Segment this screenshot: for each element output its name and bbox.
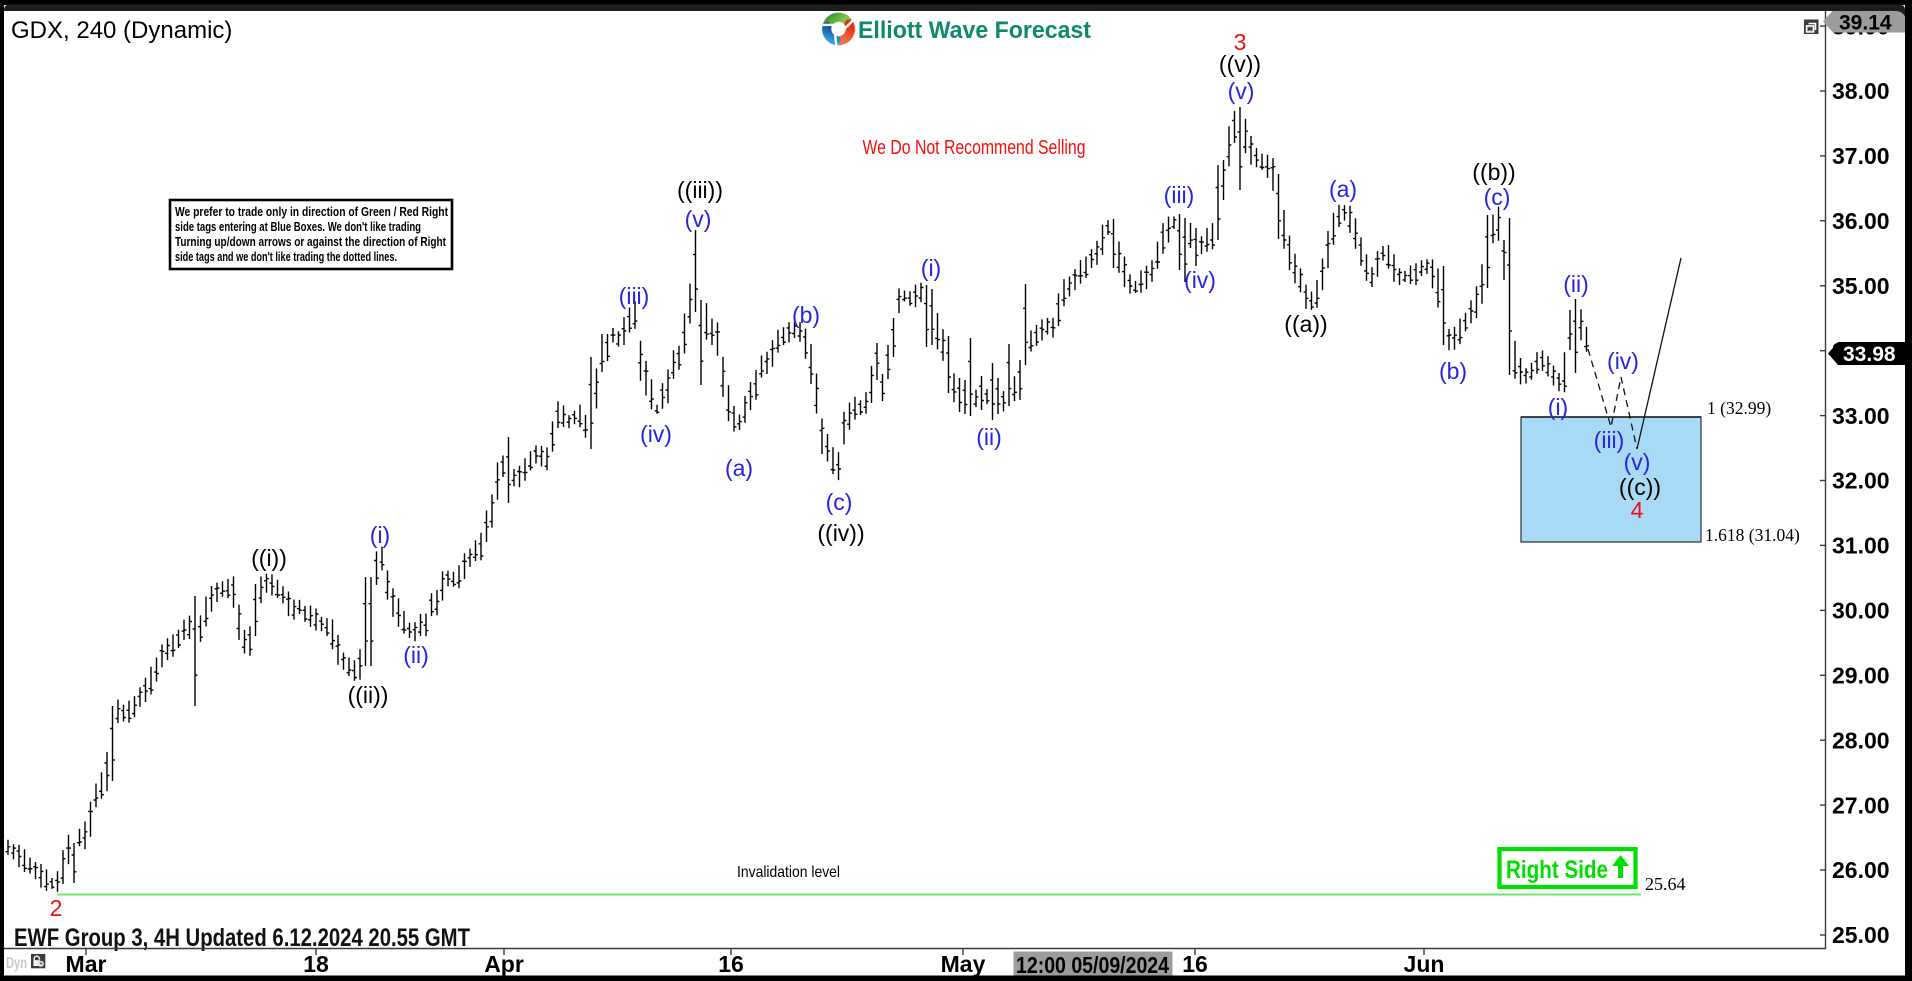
svg-text:30.00: 30.00 (1832, 598, 1890, 624)
svg-text:(v): (v) (1228, 78, 1255, 104)
svg-text:(iv): (iv) (1607, 348, 1639, 374)
svg-text:((iii)): ((iii)) (677, 177, 723, 203)
svg-text:(iv): (iv) (640, 421, 672, 447)
svg-text:4: 4 (1631, 497, 1644, 523)
svg-text:Right Side: Right Side (1506, 856, 1608, 884)
svg-text:((b)): ((b)) (1472, 159, 1515, 185)
svg-text:(ii): (ii) (403, 642, 429, 668)
svg-text:(v): (v) (1624, 449, 1651, 475)
svg-text:16: 16 (718, 951, 744, 977)
svg-text:27.00: 27.00 (1832, 792, 1890, 818)
svg-text:26.00: 26.00 (1832, 857, 1890, 883)
svg-text:Invalidation level: Invalidation level (737, 864, 840, 881)
svg-text:((i)): ((i)) (251, 545, 287, 571)
svg-text:side tags entering at Blue Box: side tags entering at Blue Boxes. We don… (175, 219, 421, 234)
svg-text:Elliott Wave Forecast: Elliott Wave Forecast (858, 17, 1091, 44)
svg-text:25.00: 25.00 (1832, 922, 1890, 948)
svg-text:33.98: 33.98 (1843, 343, 1896, 366)
svg-text:2: 2 (50, 895, 63, 921)
svg-text:We prefer to trade only in dir: We prefer to trade only in direction of … (175, 204, 449, 219)
svg-text:37.00: 37.00 (1832, 143, 1890, 169)
svg-text:(b): (b) (792, 302, 820, 328)
svg-text:12:00 05/09/2024: 12:00 05/09/2024 (1016, 952, 1169, 978)
svg-text:18: 18 (303, 951, 329, 977)
svg-text:GDX, 240 (Dynamic): GDX, 240 (Dynamic) (11, 17, 232, 44)
svg-text:(c): (c) (826, 489, 853, 515)
svg-text:(a): (a) (725, 455, 753, 481)
svg-text:16: 16 (1182, 951, 1208, 977)
svg-text:(c): (c) (1484, 184, 1511, 210)
svg-text:(iii): (iii) (619, 283, 650, 309)
svg-text:((c)): ((c)) (1619, 474, 1661, 500)
svg-text:1 (32.99): 1 (32.99) (1707, 398, 1771, 418)
svg-text:28.00: 28.00 (1832, 727, 1890, 753)
svg-text:33.00: 33.00 (1832, 403, 1890, 429)
svg-text:(iv): (iv) (1184, 267, 1216, 293)
svg-text:(iii): (iii) (1164, 182, 1195, 208)
svg-text:29.00: 29.00 (1832, 663, 1890, 689)
svg-text:36.00: 36.00 (1832, 208, 1890, 234)
svg-text:((a)): ((a)) (1284, 311, 1327, 337)
svg-text:1.618 (31.04): 1.618 (31.04) (1705, 525, 1800, 545)
svg-text:(iii): (iii) (1594, 427, 1625, 453)
svg-text:31.00: 31.00 (1832, 533, 1890, 559)
svg-text:Mar: Mar (66, 951, 107, 977)
svg-text:(i): (i) (921, 255, 941, 281)
svg-text:(v): (v) (685, 206, 712, 232)
svg-text:Jun: Jun (1404, 951, 1445, 977)
svg-text:(ii): (ii) (976, 424, 1002, 450)
svg-text:(i): (i) (1548, 394, 1568, 420)
svg-text:May: May (941, 951, 986, 977)
svg-text:(a): (a) (1329, 176, 1357, 202)
svg-text:((iv)): ((iv)) (817, 520, 864, 546)
svg-text:Turning up/down arrows or agai: Turning up/down arrows or against the di… (175, 234, 447, 249)
svg-text:side tags and we don't like tr: side tags and we don't like trading the … (175, 249, 397, 264)
svg-text:32.00: 32.00 (1832, 468, 1890, 494)
svg-text:35.00: 35.00 (1832, 273, 1890, 299)
svg-text:(i): (i) (370, 522, 390, 548)
svg-text:3: 3 (1234, 29, 1247, 55)
svg-text:Dyn: Dyn (6, 955, 27, 972)
svg-text:We Do Not Recommend Selling: We Do Not Recommend Selling (863, 137, 1086, 159)
svg-text:25.64: 25.64 (1645, 874, 1686, 894)
svg-text:(b): (b) (1439, 358, 1467, 384)
svg-text:38.00: 38.00 (1832, 78, 1890, 104)
svg-text:(ii): (ii) (1563, 271, 1589, 297)
svg-text:Apr: Apr (484, 951, 524, 977)
svg-text:((ii)): ((ii)) (348, 682, 389, 708)
svg-text:39.14: 39.14 (1839, 12, 1892, 35)
svg-text:((v)): ((v)) (1219, 51, 1261, 77)
